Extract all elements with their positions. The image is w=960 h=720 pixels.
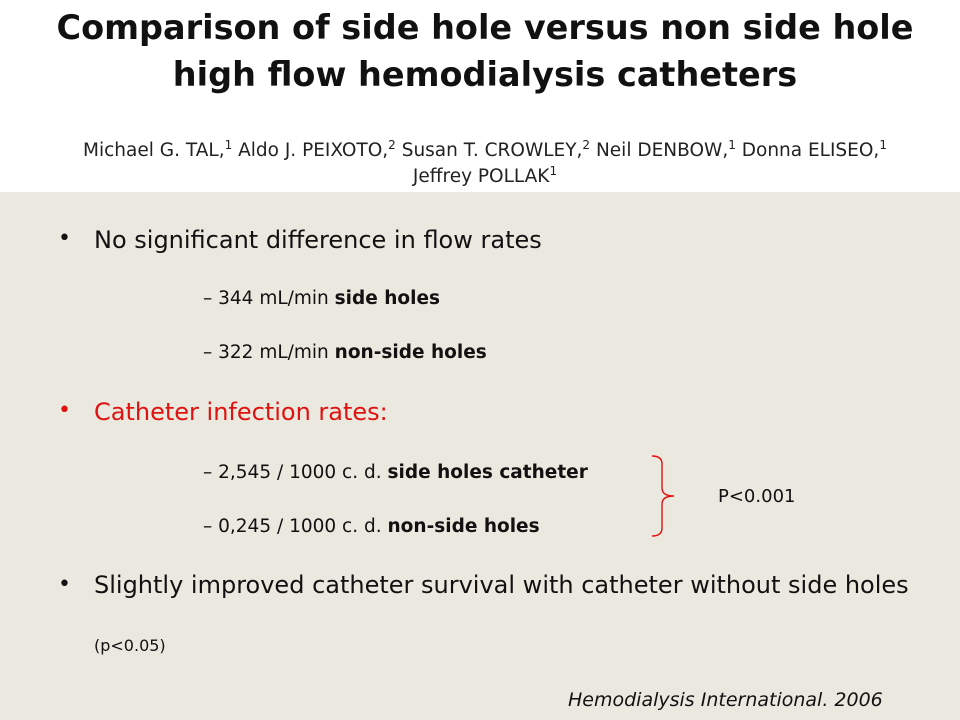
bullet-text: Catheter infection rates:: [94, 398, 388, 426]
sub-item-non-side-holes-infection: – 0,245 / 1000 c. d. non-side holes: [203, 516, 540, 537]
header-panel: Comparison of side hole versus non side …: [0, 0, 960, 192]
sub-item-non-side-holes-flow: – 322 mL/min non-side holes: [203, 342, 487, 363]
citation: Hemodialysis International. 2006: [568, 689, 883, 711]
author-list: Michael G. TAL,1 Aldo J. PEIXOTO,2 Susan…: [30, 138, 940, 190]
author: Neil DENBOW,1: [595, 138, 736, 161]
right-brace-icon: [651, 455, 675, 537]
bullet-dot: •: [58, 572, 71, 597]
bullet-text: No significant difference in flow rates: [94, 226, 542, 254]
bullet-dot: •: [58, 398, 71, 423]
sub-item-side-holes-flow: – 344 mL/min side holes: [203, 288, 441, 309]
author: Susan T. CROWLEY,2: [401, 138, 591, 161]
author: Jeffrey POLLAK1: [412, 164, 558, 187]
author: Michael G. TAL,1: [83, 138, 233, 161]
sub-item-side-holes-infection: – 2,545 / 1000 c. d. side holes catheter: [203, 462, 588, 483]
p-value-infection: P<0.001: [718, 486, 796, 507]
author: Aldo J. PEIXOTO,2: [238, 138, 396, 161]
bullet-dot: •: [58, 226, 71, 251]
author: Donna ELISEO,1: [741, 138, 887, 161]
bullet-text: Slightly improved catheter survival with…: [94, 571, 909, 655]
page-title: Comparison of side hole versus non side …: [56, 8, 914, 94]
p-value-survival: (p<0.05): [94, 636, 166, 655]
slide-body: • No significant difference in flow rate…: [0, 192, 960, 720]
